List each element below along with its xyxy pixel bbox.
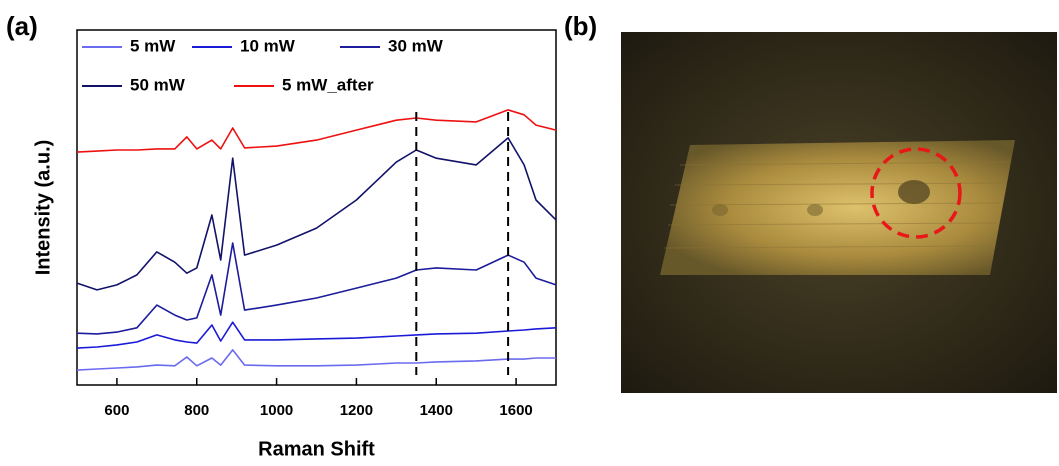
x-tick-label: 800 <box>184 402 209 419</box>
x-tick-label: 600 <box>104 402 129 419</box>
plot-frame <box>76 29 557 386</box>
panel-label: (a) <box>6 11 38 41</box>
spectrum-line <box>76 109 557 153</box>
spectrum-line <box>76 242 557 335</box>
spectrum-line <box>76 321 557 349</box>
spectrum-line <box>76 137 557 291</box>
panel-label: (b) <box>564 11 597 41</box>
legend-label: 30 mW <box>388 36 444 55</box>
spectrum-line <box>76 349 556 371</box>
x-tick-label: 1000 <box>260 402 293 419</box>
x-axis-label: Raman Shift <box>258 438 375 460</box>
legend-label: 5 mW <box>130 36 176 55</box>
micrograph <box>621 32 1057 393</box>
x-tick-label: 1200 <box>340 402 373 419</box>
x-tick-label: 1400 <box>420 402 453 419</box>
x-tick-label: 1600 <box>499 402 532 419</box>
legend-label: 10 mW <box>240 36 296 55</box>
legend-label: 50 mW <box>130 75 186 94</box>
legend-label: 5 mW_after <box>282 75 374 94</box>
y-axis-label: Intensity (a.u.) <box>32 140 54 276</box>
